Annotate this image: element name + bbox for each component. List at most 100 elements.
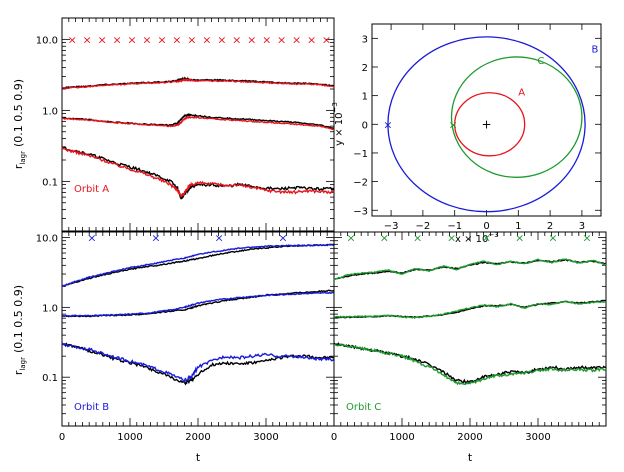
orbit-ytick-label: 3 <box>362 34 368 45</box>
panel-b: 0.1 1.0 10.0 0 1000 2000 3000 × × × × Orbit B t rl… <box>12 231 335 464</box>
a-series-red-0.1 <box>61 146 335 198</box>
panel-a-plot: 0.1 1.0 10.0 × × × × × × × × × × × × × × × × × × <box>36 17 335 232</box>
b-xtick-label: 0 <box>59 432 65 443</box>
b-xtick-label: 3000 <box>253 432 278 443</box>
orbit-start-marker: × <box>448 118 457 131</box>
panel-b-annotation: Orbit B <box>74 402 109 413</box>
panel-a-ylabel-rest: (0.1 0.5 0.9) <box>12 79 25 147</box>
panel-a-ylabel-sub: lagr <box>19 151 27 165</box>
a-passage-marker: × <box>142 33 151 46</box>
a-passage-marker: × <box>307 33 316 46</box>
b-passage-marker: × <box>214 232 223 245</box>
orbit-xtick-label: 1 <box>515 221 521 232</box>
c-passage-marker: × <box>380 232 389 245</box>
a-passage-marker: × <box>83 33 92 46</box>
panel-b-xlabel: t <box>196 451 201 464</box>
c-series-green-0.1 <box>333 343 607 386</box>
orbit-ytick-label: −3 <box>353 206 368 217</box>
svg-text:rlagr(0.1 0.5 0.9): rlagr (0.1 0.5 0.9) <box>12 285 27 375</box>
panel-b-ylabel: rlagr (0.1 0.5 0.9) <box>12 285 27 375</box>
c-xtick-label: 1000 <box>389 432 414 443</box>
panel-orbit-xlabel: x × 10−3 <box>455 231 499 245</box>
orbit-ytick-label: −1 <box>353 149 368 160</box>
panel-orbit-xlabel-main: x × 10 <box>455 234 488 245</box>
a-passage-marker: × <box>202 33 211 46</box>
a-passage-marker: × <box>187 33 196 46</box>
c-series-black-0.9 <box>333 258 607 280</box>
b-xtick-label: 1000 <box>117 432 142 443</box>
panel-b-plot: 0.1 1.0 10.0 0 1000 2000 3000 × × × × <box>36 232 335 443</box>
c-passage-marker: × <box>548 232 557 245</box>
a-series-red-0.9 <box>62 77 335 90</box>
c-passage-marker: × <box>346 232 355 245</box>
panel-orbit-ylabel-main: y × 10 <box>334 112 345 145</box>
panel-b-frame <box>61 231 335 427</box>
panel-c: 0 1000 2000 3000 × × × × × × × × Orbit C t <box>331 231 607 464</box>
orbit-a-path <box>454 92 526 157</box>
orbit-xtick-label: −2 <box>416 221 431 232</box>
c-xtick-label: 0 <box>331 432 337 443</box>
panel-orbit-plot: −3 −2 −1 0 1 2 3 −3 −2 −1 0 1 2 3 A B C × × + <box>353 24 601 232</box>
a-ytick-label: 1.0 <box>42 106 58 117</box>
c-series-green-0.9 <box>333 258 607 281</box>
b-ytick-label: 0.1 <box>42 373 58 384</box>
b-passage-marker: × <box>87 232 96 245</box>
a-passage-marker: × <box>127 33 136 46</box>
panel-c-plot: 0 1000 2000 3000 × × × × × × × × <box>331 232 607 443</box>
c-xtick-label: 2000 <box>457 432 482 443</box>
a-series-red-0.5 <box>61 115 334 131</box>
orbit-center-marker: + <box>481 117 491 131</box>
orbit-ytick-label: 1 <box>362 92 368 103</box>
a-passage-marker: × <box>292 33 301 46</box>
panel-b-ylabel-main: r <box>12 370 25 375</box>
orbit-ytick-label: −2 <box>353 178 368 189</box>
a-ytick-label: 10.0 <box>36 35 58 46</box>
orbit-b-path <box>387 36 586 213</box>
b-series-blue-0.1 <box>61 342 335 384</box>
a-passage-marker: × <box>277 33 286 46</box>
c-xtick-label: 3000 <box>525 432 550 443</box>
panel-orbit-xlabel-exp: −3 <box>488 231 498 239</box>
a-passage-marker: × <box>217 33 226 46</box>
panel-c-annotation: Orbit C <box>346 402 381 413</box>
a-passage-marker: × <box>98 33 107 46</box>
orbit-xtick-label: −1 <box>447 221 462 232</box>
orbit-xtick-label: 2 <box>547 221 553 232</box>
a-passage-marker: × <box>262 33 271 46</box>
panel-a-ylabel-main: r <box>12 164 25 169</box>
orbit-c-path <box>450 56 583 178</box>
panel-b-ylabel-rest: (0.1 0.5 0.9) <box>12 285 25 353</box>
a-passage-marker: × <box>112 33 121 46</box>
b-series-black-0.9 <box>61 243 335 287</box>
orbit-a-label: A <box>518 88 525 99</box>
a-passage-marker: × <box>247 33 256 46</box>
orbit-ytick-label: 2 <box>362 63 368 74</box>
c-passage-marker: × <box>447 232 456 245</box>
b-passage-marker: × <box>278 232 287 245</box>
b-series-blue-0.9 <box>61 243 335 288</box>
orbit-b-label: B <box>591 45 598 56</box>
svg-text:y × 10−3: y × 10−3 <box>331 102 345 146</box>
a-passage-marker: × <box>172 33 181 46</box>
panel-a: 0.1 1.0 10.0 × × × × × × × × × × × × × × × × × × Orbit A rla… <box>12 17 335 232</box>
a-ytick-label: 0.1 <box>42 177 58 188</box>
a-passage-marker: × <box>322 33 331 46</box>
a-passage-marker: × <box>68 33 77 46</box>
orbit-xtick-label: 3 <box>579 221 585 232</box>
orbit-xtick-label: −3 <box>384 221 399 232</box>
a-passage-marker: × <box>157 33 166 46</box>
b-series-blue-0.5 <box>61 291 335 317</box>
c-passage-marker: × <box>582 232 591 245</box>
b-ytick-label: 10.0 <box>36 234 58 245</box>
panel-b-ylabel-sub: lagr <box>19 357 27 371</box>
panel-c-frame <box>333 231 607 427</box>
panel-orbit-ylabel-exp: −3 <box>331 102 339 112</box>
svg-text:rlagr(0.1 0.5 0.9): rlagr (0.1 0.5 0.9) <box>12 79 27 169</box>
b-series-black-0.1 <box>61 342 335 386</box>
panel-c-xlabel: t <box>468 451 473 464</box>
panel-orbit-ylabel: y × 10−3 <box>331 102 345 146</box>
b-passage-marker: × <box>151 232 160 245</box>
